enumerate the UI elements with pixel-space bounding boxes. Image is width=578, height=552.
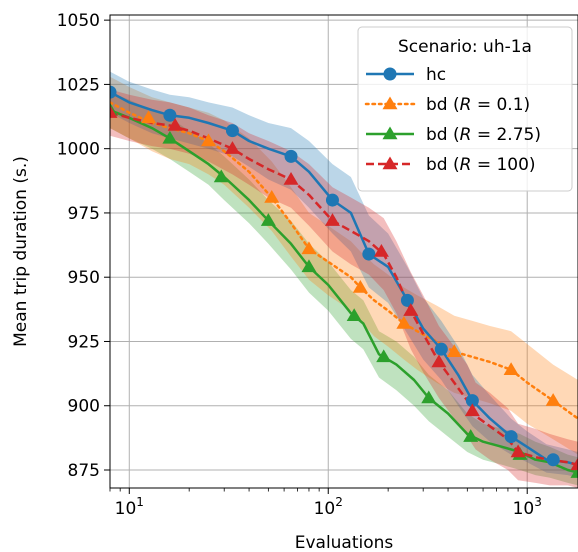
x-axis-ticks: 101 102 103 — [109, 488, 542, 519]
x-tick-label: 103 — [513, 495, 542, 519]
series-marker-3 — [224, 141, 240, 154]
series-line-2 — [110, 108, 578, 474]
y-tick-label: 900 — [68, 397, 100, 417]
series-marker-0 — [546, 453, 560, 467]
series-marker-1 — [301, 241, 317, 255]
series-marker-2 — [346, 308, 362, 322]
series-marker-0 — [434, 342, 448, 356]
legend-label-0: hc — [426, 65, 446, 85]
series-marker-2 — [376, 349, 392, 363]
confidence-bands — [110, 71, 578, 488]
series-marker-3 — [110, 105, 118, 118]
y-tick-label: 975 — [68, 204, 100, 224]
series-marker-0 — [504, 430, 518, 444]
series-marker-2 — [162, 130, 178, 144]
series-marker-1 — [396, 315, 412, 329]
series-marker-1 — [141, 110, 157, 124]
legend-entries: hc bd (R = 0.1) bd (R = 2.75) bd (R = 100) — [364, 65, 541, 175]
series-marker-0 — [400, 293, 414, 307]
legend-label-3: bd (R = 100) — [426, 155, 536, 175]
series-marker-3 — [373, 244, 389, 257]
series-marker-0 — [325, 193, 339, 207]
band-0 — [110, 71, 578, 478]
series-marker-0 — [362, 247, 376, 261]
series-marker-1 — [503, 362, 519, 375]
band-3 — [110, 89, 578, 488]
series-marker-2 — [301, 259, 317, 273]
series-marker-3 — [403, 303, 419, 316]
series-marker-1 — [200, 133, 216, 147]
series-marker-0 — [110, 85, 117, 99]
y-tick-label: 1050 — [57, 11, 100, 31]
x-axis-label: Evaluations — [295, 533, 394, 552]
series-marker-2 — [421, 390, 437, 404]
series-line-1 — [110, 101, 578, 420]
x-tick-label: 102 — [314, 495, 343, 519]
series-marker-3 — [324, 213, 340, 226]
legend-label-1: bd (R = 0.1) — [426, 95, 530, 115]
series-marker-0 — [284, 149, 298, 163]
series-markers — [110, 85, 578, 478]
series-marker-3 — [510, 444, 526, 458]
series-marker-3 — [464, 403, 480, 417]
plot-frame — [109, 14, 578, 489]
series-marker-1 — [352, 279, 368, 293]
legend-label-2: bd (R = 2.75) — [426, 125, 541, 145]
series-marker-2 — [213, 169, 229, 183]
y-tick-label: 875 — [68, 461, 100, 481]
band-2 — [110, 92, 578, 486]
series-marker-0 — [163, 108, 177, 122]
series-marker-0 — [225, 124, 239, 138]
series-marker-1 — [446, 344, 462, 358]
band-1 — [110, 76, 578, 455]
legend-marker-0 — [383, 67, 397, 81]
legend-marker-3 — [382, 156, 398, 170]
series-marker-3 — [570, 457, 578, 471]
x-tick-label: 101 — [115, 495, 144, 519]
series-marker-3 — [431, 354, 447, 368]
legend-marker-2 — [382, 126, 398, 140]
series-marker-3 — [283, 172, 299, 185]
legend-title: Scenario: uh-1a — [398, 37, 532, 57]
series-marker-1 — [545, 393, 561, 406]
series-marker-3 — [167, 118, 183, 131]
y-tick-label: 1000 — [57, 140, 100, 160]
legend-marker-1 — [382, 96, 398, 110]
series-marker-2 — [463, 429, 479, 442]
y-tick-label: 950 — [68, 268, 100, 288]
y-axis-ticks: 875 900 925 950 975 1000 1025 1050 — [57, 11, 110, 481]
series-marker-0 — [465, 394, 479, 408]
legend-box — [357, 26, 573, 192]
series-marker-2 — [260, 213, 276, 226]
series-marker-1 — [264, 190, 280, 203]
y-axis-label: Mean trip duration (s.) — [11, 156, 31, 347]
y-tick-label: 925 — [68, 332, 100, 352]
y-tick-label: 1025 — [57, 75, 100, 95]
legend: Scenario: uh-1a hc bd (R = 0.1) bd (R = 2.… — [357, 26, 573, 192]
